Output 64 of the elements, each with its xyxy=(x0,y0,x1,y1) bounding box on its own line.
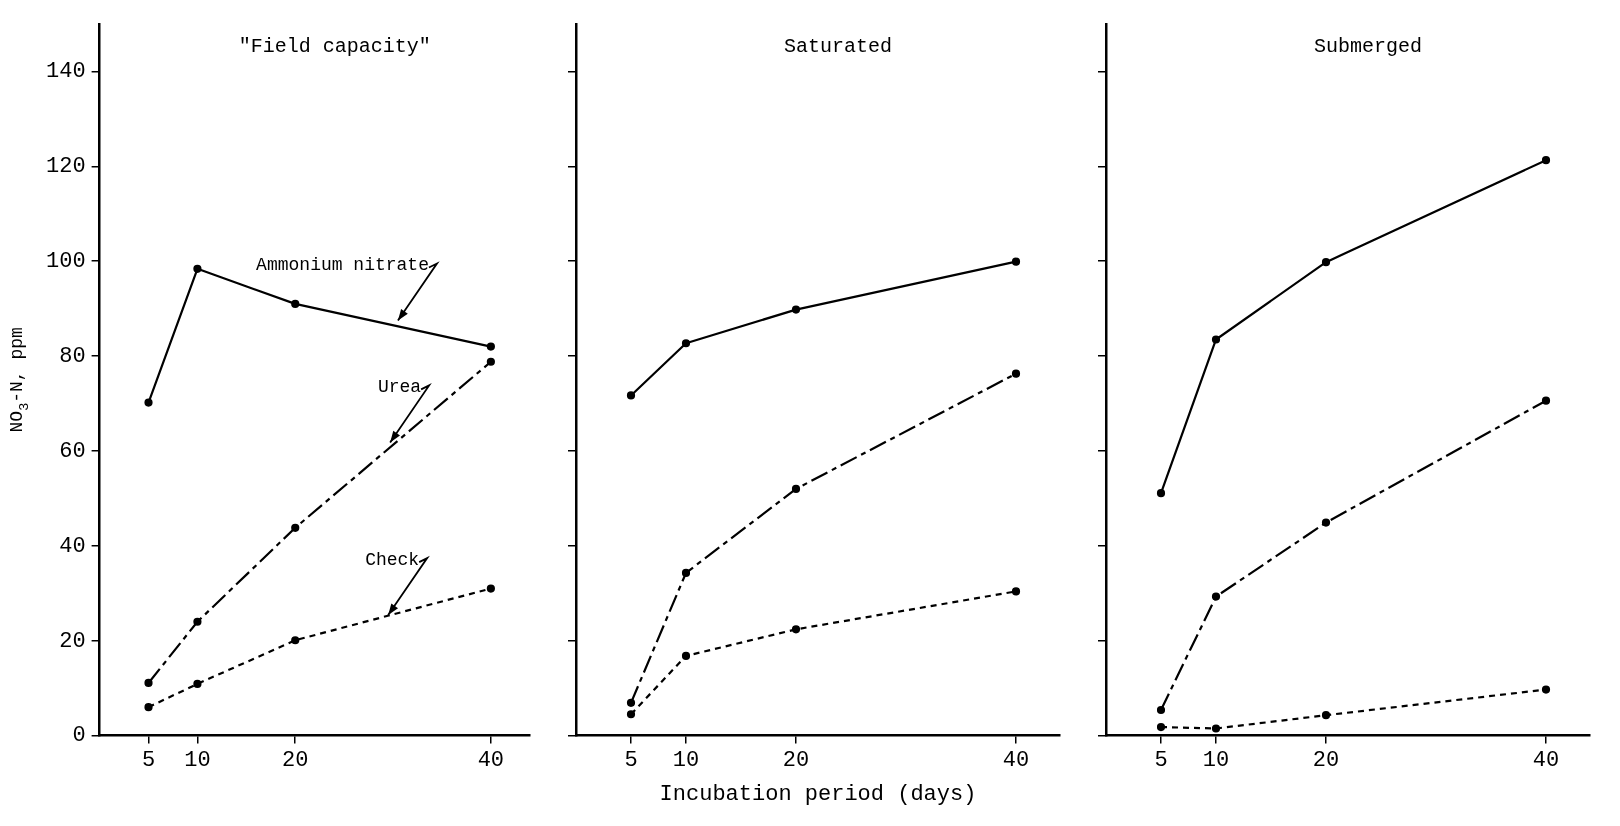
point xyxy=(681,651,691,660)
y-tick-label: 60 xyxy=(59,438,86,464)
point xyxy=(1211,724,1221,733)
point xyxy=(791,625,801,634)
point xyxy=(144,703,153,712)
y-tick-label: 120 xyxy=(46,154,86,180)
point xyxy=(681,339,691,348)
point xyxy=(1211,335,1221,344)
point xyxy=(193,617,202,626)
x-tick-label: 40 xyxy=(1002,747,1030,773)
y-tick-label: 140 xyxy=(46,59,86,85)
y-tick-label: 80 xyxy=(59,343,86,369)
x-tick-label: 10 xyxy=(1202,747,1230,773)
point xyxy=(486,357,495,366)
x-axis-title: Incubation period (days) xyxy=(659,781,977,807)
annotation: Check xyxy=(365,549,420,570)
x-tick-label: 20 xyxy=(782,747,810,773)
text: Submerged xyxy=(1313,35,1423,58)
point xyxy=(681,568,691,577)
point xyxy=(1011,587,1021,596)
point xyxy=(1541,685,1551,694)
point xyxy=(1011,369,1021,378)
y-tick-label: 40 xyxy=(59,533,86,559)
point xyxy=(791,484,801,494)
x-tick-label: 10 xyxy=(184,747,211,773)
point xyxy=(791,305,801,314)
point xyxy=(1156,489,1166,498)
x-tick-label: 40 xyxy=(1532,747,1560,773)
point xyxy=(1321,518,1331,527)
point xyxy=(1321,711,1331,720)
point xyxy=(1321,258,1331,267)
point xyxy=(1011,257,1021,266)
point xyxy=(1156,705,1166,715)
y-tick-label: 20 xyxy=(59,628,86,654)
point xyxy=(1541,156,1551,165)
x-tick-label: 5 xyxy=(624,747,638,773)
point xyxy=(626,391,636,400)
x-tick-label: 5 xyxy=(141,747,156,773)
point xyxy=(486,342,495,351)
point xyxy=(193,679,202,688)
point xyxy=(193,264,202,273)
text: Saturated xyxy=(783,35,893,58)
point xyxy=(144,398,153,407)
y-tick-label: 0 xyxy=(72,723,86,749)
point xyxy=(626,698,636,707)
point xyxy=(1211,592,1221,601)
point xyxy=(291,299,300,308)
x-tick-label: 20 xyxy=(1312,747,1340,773)
x-tick-label: 40 xyxy=(477,747,505,773)
x-tick-label: 20 xyxy=(282,747,309,773)
x-tick-label: 5 xyxy=(1154,747,1168,773)
x-tick-label: 10 xyxy=(672,747,700,773)
annotation: Ammonium nitrate xyxy=(256,255,429,276)
point xyxy=(144,678,153,688)
annotation: Urea xyxy=(377,377,422,398)
point xyxy=(486,584,495,593)
point xyxy=(291,523,300,532)
point xyxy=(291,636,300,645)
point xyxy=(626,710,636,719)
text: "Field capacity" xyxy=(238,35,431,58)
point xyxy=(1541,396,1551,405)
point xyxy=(1156,722,1166,732)
y-axis-title: NO3-N, ppm xyxy=(7,327,33,433)
y-tick-label: 100 xyxy=(46,249,86,275)
